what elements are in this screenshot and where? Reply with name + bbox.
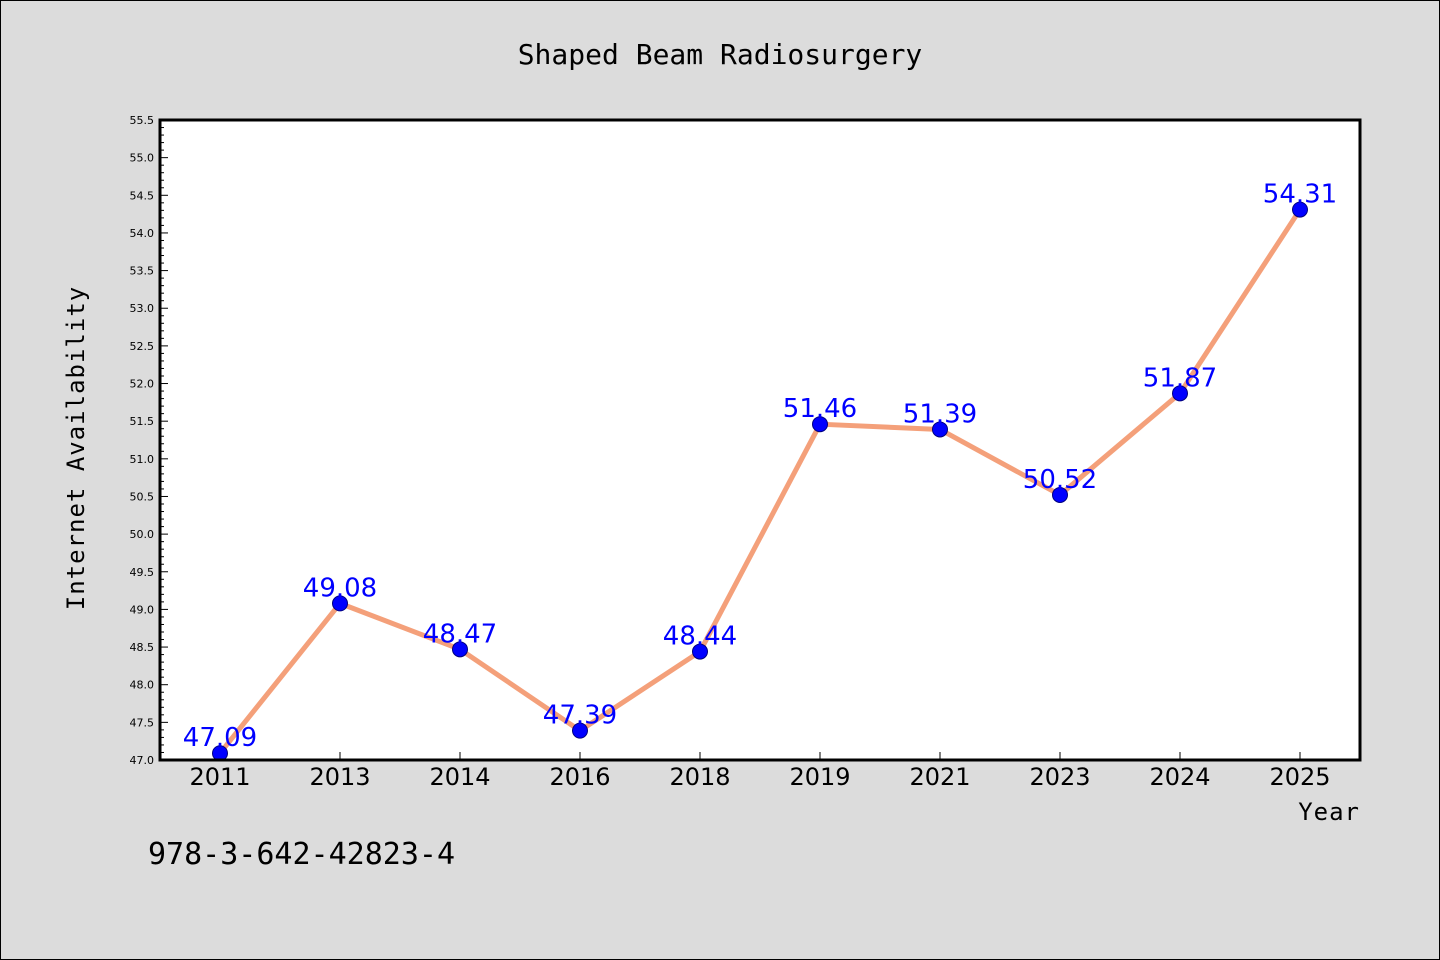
- y-tick-label: 47.0: [130, 754, 155, 767]
- y-tick-label: 52.5: [130, 340, 155, 353]
- y-tick-label: 54.5: [130, 189, 155, 202]
- x-tick-label: 2016: [549, 763, 610, 791]
- y-tick-label: 51.0: [130, 453, 155, 466]
- x-axis-ticks: 2011 2013 2014 2016 2018 2019 2021 2023 2024 2025: [189, 752, 1331, 791]
- y-axis-ticks: 47.0 47.5 48.0 48.5 49.0 49.5 50.0 50.5 51.0 51.5…: [130, 114, 168, 767]
- y-tick-label: 55.0: [130, 152, 155, 165]
- x-axis-title: Year: [1298, 798, 1360, 826]
- x-tick-label: 2018: [669, 763, 730, 791]
- y-tick-label: 50.5: [130, 490, 155, 503]
- data-point: [1172, 385, 1188, 402]
- data-point: [1292, 201, 1308, 218]
- plot-border: [158, 118, 1362, 762]
- data-label: 51.46: [783, 394, 857, 424]
- y-tick-label: 48.5: [130, 641, 155, 654]
- data-label: 49.08: [303, 573, 377, 603]
- x-tick-label: 2013: [309, 763, 370, 791]
- data-point: [452, 641, 468, 658]
- y-axis-title: Internet Availability: [62, 286, 90, 610]
- x-tick-label: 2011: [189, 763, 250, 791]
- x-tick-label: 2014: [429, 763, 490, 791]
- y-tick-label: 50.0: [130, 528, 155, 541]
- data-label: 54.31: [1263, 180, 1337, 210]
- data-point: [572, 722, 588, 739]
- y-tick-label: 48.0: [130, 679, 155, 692]
- data-point: [932, 421, 948, 438]
- data-label: 51.87: [1143, 363, 1217, 393]
- data-label: 51.39: [903, 399, 977, 429]
- series-line: [217, 207, 1303, 756]
- y-tick-label: 54.0: [130, 227, 155, 240]
- y-tick-label: 53.0: [130, 302, 155, 315]
- y-tick-label: 52.0: [130, 378, 155, 391]
- y-tick-label: 55.5: [130, 114, 155, 127]
- data-label: 48.47: [423, 619, 497, 649]
- data-label: 48.44: [663, 622, 737, 652]
- y-tick-label: 49.5: [130, 566, 155, 579]
- x-tick-label: 2025: [1269, 763, 1330, 791]
- chart-title: Shaped Beam Radiosurgery: [518, 38, 923, 71]
- x-tick-label: 2019: [789, 763, 850, 791]
- plot-area: [160, 120, 1360, 760]
- y-tick-label: 51.5: [130, 415, 155, 428]
- y-tick-label: 49.0: [130, 603, 155, 616]
- data-label: 47.39: [543, 701, 617, 731]
- series-layer: 47.09 49.08 48.47 47.39 48.44 51.46 51.39 50.52…: [183, 180, 1337, 762]
- y-tick-label: 53.5: [130, 265, 155, 278]
- data-point: [332, 595, 348, 612]
- x-tick-label: 2021: [909, 763, 970, 791]
- y-tick-label: 47.5: [130, 716, 155, 729]
- x-tick-label: 2023: [1029, 763, 1090, 791]
- footer-code: 978-3-642-42823-4: [148, 837, 455, 872]
- x-tick-label: 2024: [1149, 763, 1210, 791]
- data-label: 47.09: [183, 723, 257, 753]
- data-point: [1052, 486, 1068, 503]
- data-point: [812, 416, 828, 433]
- data-point: [692, 643, 708, 660]
- data-label: 50.52: [1023, 465, 1097, 495]
